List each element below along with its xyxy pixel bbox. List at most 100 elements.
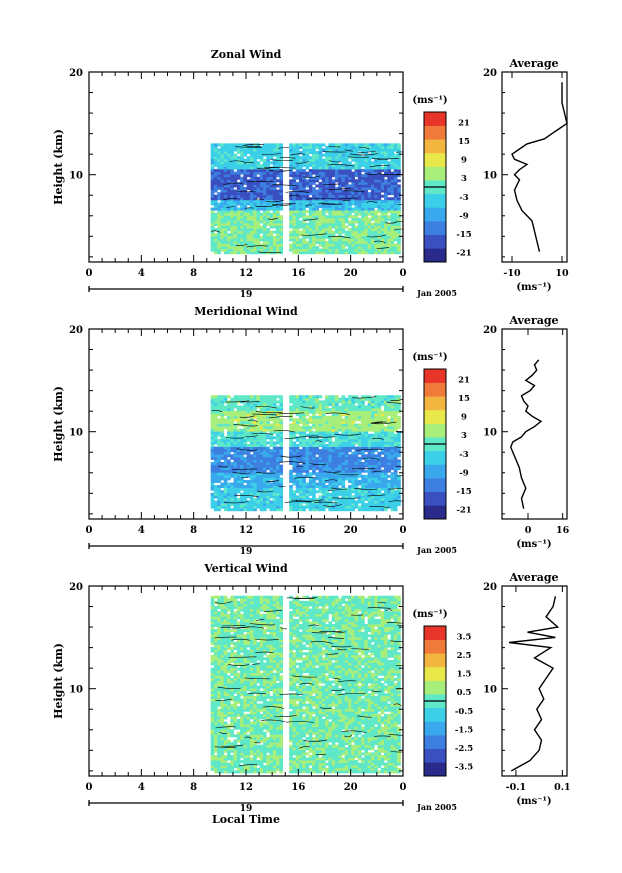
heatmap-cell xyxy=(305,459,310,463)
heatmap-cell xyxy=(357,202,362,206)
heatmap-cell xyxy=(236,413,241,417)
heatmap-cell xyxy=(249,454,254,458)
heatmap-cell xyxy=(269,500,274,504)
heatmap-cell xyxy=(213,503,218,507)
heatmap-cell xyxy=(253,246,257,250)
heatmap-cell xyxy=(213,222,218,226)
heatmap-cell xyxy=(384,161,388,165)
heatmap-cell xyxy=(305,503,310,507)
heatmap-cell xyxy=(321,508,326,512)
heatmap-cell xyxy=(357,426,362,430)
heatmap-cell xyxy=(220,482,225,486)
heatmap-cell xyxy=(397,148,401,152)
heatmap-cell xyxy=(370,174,375,178)
heatmap-cell xyxy=(272,454,277,458)
heatmap-cell xyxy=(341,169,346,173)
heatmap-cell xyxy=(325,240,329,244)
heatmap-cell xyxy=(321,433,326,437)
colorbar-cell xyxy=(424,478,446,493)
heatmap-cell xyxy=(253,402,257,406)
heatmap-cell xyxy=(370,505,375,509)
heatmap-cell xyxy=(328,420,333,424)
heatmap-cell xyxy=(263,500,267,504)
heatmap-cell xyxy=(308,143,313,147)
heatmap-cell xyxy=(227,474,231,478)
heatmap-cell xyxy=(384,187,388,190)
heatmap-cell xyxy=(312,495,316,499)
heatmap-cell xyxy=(348,467,352,471)
heatmap-cell xyxy=(384,225,388,229)
heatmap-cell xyxy=(243,163,248,167)
heatmap-cell xyxy=(213,251,218,255)
heatmap-cell xyxy=(367,210,372,214)
heatmap-cell xyxy=(351,176,355,180)
heatmap-cell xyxy=(384,222,388,226)
heatmap-cell xyxy=(312,205,316,208)
heatmap-cell xyxy=(230,428,234,432)
heatmap-cell xyxy=(328,497,333,501)
colorbar-tick-label: -9 xyxy=(459,211,469,221)
heatmap-cell xyxy=(220,446,225,450)
heatmap-cell xyxy=(364,215,369,219)
heatmap-cell xyxy=(357,451,362,455)
heatmap-cell xyxy=(236,210,241,214)
heatmap-cell xyxy=(302,243,306,247)
heatmap-cell xyxy=(230,251,234,255)
heatmap-cell xyxy=(312,220,316,224)
heatmap-cell xyxy=(249,212,254,216)
heatmap-cell xyxy=(243,467,248,471)
heatmap-cell xyxy=(328,428,333,432)
heatmap-cell xyxy=(380,153,385,157)
heatmap-cell xyxy=(321,449,326,453)
heatmap-cell xyxy=(357,243,362,247)
heatmap-cell xyxy=(253,415,257,419)
heatmap-cell xyxy=(374,441,378,445)
heatmap-cell xyxy=(397,497,401,501)
heatmap-cell xyxy=(305,215,310,219)
heatmap-cell xyxy=(263,202,267,206)
heatmap-cell xyxy=(220,215,225,219)
heatmap-cell xyxy=(220,156,225,160)
heatmap-cell xyxy=(253,163,257,167)
heatmap-cell xyxy=(298,433,303,437)
heatmap-cell xyxy=(370,423,375,427)
heatmap-cell xyxy=(289,444,293,447)
heatmap-cell xyxy=(240,202,244,206)
heatmap-cell xyxy=(351,187,355,190)
heatmap-cell xyxy=(302,441,306,445)
heatmap-cell xyxy=(387,413,391,417)
contour-line xyxy=(241,400,260,403)
heatmap-cell xyxy=(312,408,316,412)
heatmap-cell xyxy=(397,215,401,219)
heatmap-cell xyxy=(370,230,375,234)
heatmap-cell xyxy=(387,418,391,422)
heatmap-cell xyxy=(223,251,228,255)
heatmap-cell xyxy=(227,503,231,507)
heatmap-cell xyxy=(253,492,257,496)
heatmap-cell xyxy=(266,151,270,155)
heatmap-cell xyxy=(249,446,254,450)
heatmap-cell xyxy=(259,433,264,437)
heatmap-cell xyxy=(210,456,215,460)
heatmap-cell xyxy=(249,192,254,196)
heatmap-cell xyxy=(334,225,339,229)
heatmap-cell xyxy=(321,225,326,229)
heatmap-cell xyxy=(364,508,369,512)
heatmap-cell xyxy=(298,151,303,155)
heatmap-cell xyxy=(312,420,316,424)
heatmap-cell xyxy=(259,495,264,499)
heatmap-cell xyxy=(328,161,333,165)
heatmap-cell xyxy=(334,145,339,149)
heatmap-cell xyxy=(266,174,270,178)
heatmap-cell xyxy=(210,169,215,173)
heatmap-cell xyxy=(249,408,254,412)
heatmap-cell xyxy=(279,408,284,412)
contour-line xyxy=(241,476,248,479)
heatmap-cell xyxy=(361,492,365,496)
heatmap-cell xyxy=(390,503,395,507)
heatmap-cell xyxy=(276,459,280,463)
heatmap-cell xyxy=(374,397,378,401)
heatmap-cell xyxy=(367,505,372,509)
contour-line xyxy=(395,466,403,468)
heatmap-cell xyxy=(269,197,274,201)
